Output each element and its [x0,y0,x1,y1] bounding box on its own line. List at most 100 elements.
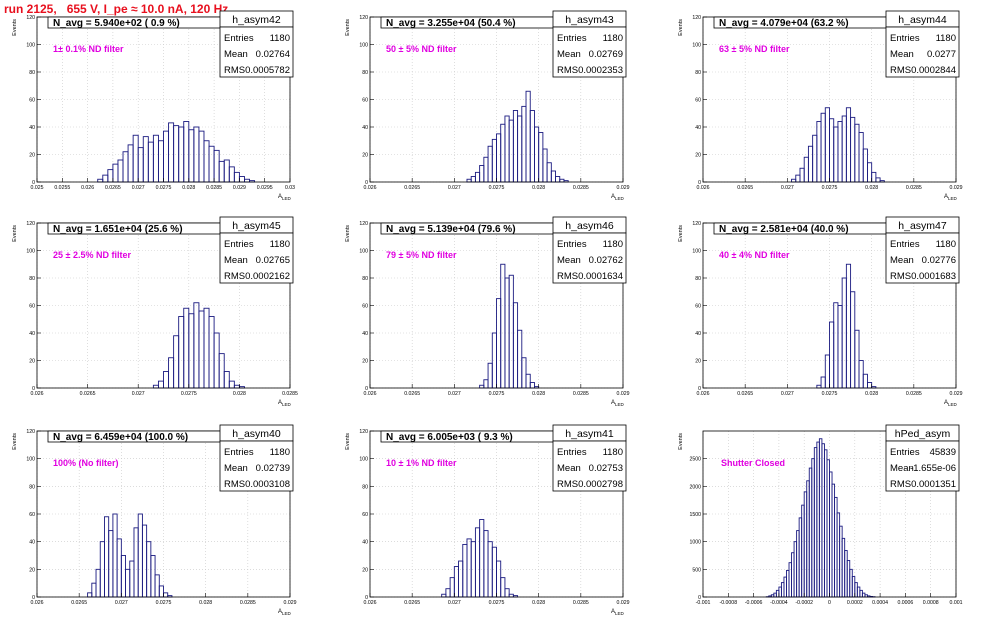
x-tick-label: 0.0285 [206,185,222,191]
histogram-panel-h_asym41: 0.026 0.0265 0.027 0.0275 0.028 0.0285 0.029 0 2… [345,424,630,616]
histogram-bin [491,332,497,389]
histogram-bin [163,592,169,598]
histogram-bin [491,138,497,183]
stats-value: 0.0001351 [911,479,956,490]
histogram-bin [496,560,502,598]
histogram-bin [517,329,523,389]
histogram-bin [795,174,801,183]
histogram-bin [837,121,843,183]
histogram-bin [474,171,481,183]
histogram-bin [157,140,164,183]
stats-value: 0.0003108 [245,479,290,490]
stats-label: RMS [890,271,911,282]
y-tick-label: 80 [362,484,368,490]
histogram-bin [154,574,160,598]
x-tick-label: 0.026 [31,600,44,606]
x-tick-label: 0.0295 [257,185,273,191]
histogram-bin [445,588,451,598]
histogram-bin [244,178,250,183]
histogram-name: h_asym42 [232,14,281,26]
n-avg-header: N_avg = 4.079e+04 (63.2 %) [719,18,849,29]
y-tick-label: 120 [692,15,701,21]
y-tick-label: 100 [359,249,368,255]
y-tick-label: 0 [32,595,35,601]
histogram-bin [816,384,822,389]
histogram-bin [508,593,514,598]
x-tick-label: 0.028 [182,185,195,191]
x-tick-label: 0.0265 [71,600,87,606]
y-tick-label: 20 [695,359,701,365]
x-tick-label: 0.025 [31,185,44,191]
y-tick-label: 100 [692,43,701,49]
histogram-bin [168,122,175,183]
x-tick-label: 0.0265 [737,185,753,191]
y-tick-label: 120 [359,15,368,21]
x-tick-label: 0.0275 [489,600,505,606]
histogram-bin [87,592,93,598]
y-tick-label: 0 [698,386,701,392]
stats-box [885,26,960,78]
stats-value: 0.0001683 [911,271,956,282]
stats-value: 0.0001634 [578,271,623,282]
histogram-bin [854,123,860,183]
y-tick-label: 60 [29,304,35,310]
histogram-bin [483,530,489,598]
x-tick-label: 0.001 [950,600,963,606]
stats-box [552,440,627,492]
stats-box [552,232,627,284]
x-tick-label: 0.0255 [54,185,70,191]
y-tick-label: 40 [362,331,368,337]
x-axis-label: ALED [278,609,292,616]
x-tick-label: 0.029 [284,600,297,606]
histogram-bin [117,159,124,183]
histogram-bin [500,263,506,389]
histogram-bin [218,160,225,183]
n-avg-header: N_avg = 5.940e+02 ( 0.9 %) [53,18,180,29]
histogram-bin [133,527,139,598]
stats-label: RMS [557,271,578,282]
x-tick-label: 0.0006 [897,600,913,606]
histogram-bin [462,543,468,598]
x-axis-label: ALED [944,194,958,201]
y-tick-label: 0 [32,386,35,392]
histogram-bin [496,133,502,183]
x-tick-label: 0.026 [697,185,710,191]
stats-value: 1180 [603,33,623,44]
histogram-bin [521,357,527,389]
y-axis-label: Events [12,225,18,242]
stats-box [219,232,294,284]
x-tick-label: -0.0008 [719,600,737,606]
stats-value: 0.02739 [256,463,290,474]
x-tick-label: 0.027 [115,600,128,606]
y-tick-label: 20 [362,359,368,365]
histogram-bin [517,115,523,183]
histogram-bin [559,178,565,183]
histogram-bin [95,568,101,598]
x-tick-label: 0.0285 [573,600,589,606]
y-tick-label: 40 [362,540,368,546]
histogram-bin [479,165,485,183]
histogram-bin [803,156,809,183]
x-tick-label: 0.029 [950,391,963,397]
stats-label: Entries [557,447,587,458]
y-tick-label: 0 [365,180,368,186]
y-tick-label: 60 [362,512,368,518]
histogram-bin [479,384,485,389]
y-tick-label: 100 [26,43,35,49]
x-tick-label: 0.029 [950,185,963,191]
histogram-bin [458,560,464,598]
histogram-bin [500,577,506,598]
stats-value: 45839 [930,447,956,458]
histogram-bin [555,176,561,183]
x-tick-label: 0.0285 [573,185,589,191]
stats-value: 1180 [270,239,290,250]
stats-value: 0.0002353 [578,65,623,76]
histogram-bin [820,376,826,389]
stats-label: Mean [224,255,248,266]
stats-value: 1180 [270,447,290,458]
histogram-name: hPed_asym [895,428,951,440]
histogram-bin [97,178,104,183]
y-tick-label: 120 [26,429,35,435]
y-tick-label: 20 [29,153,35,159]
x-tick-label: 0.028 [532,600,545,606]
